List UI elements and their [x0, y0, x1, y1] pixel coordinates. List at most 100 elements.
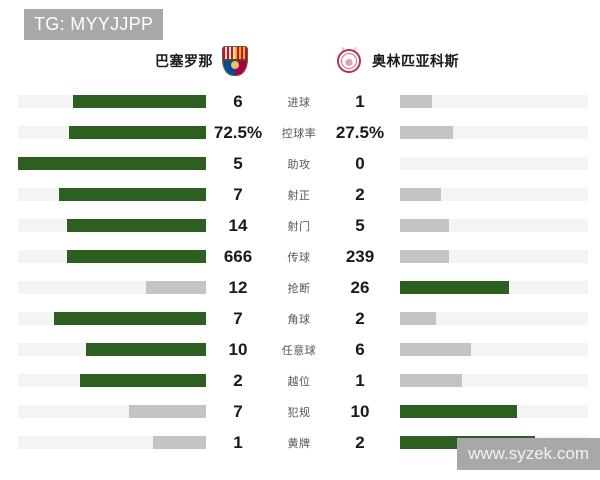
home-stat-value: 14 [228, 215, 248, 235]
home-bar-track [18, 250, 206, 263]
site-watermark: www.syzek.com [457, 438, 600, 470]
away-stat-value: 2 [355, 432, 365, 452]
away-bar-track [400, 95, 588, 108]
home-stat-value: 6 [233, 91, 243, 111]
stats-comparison-list: 6 进球 1 72.5% 控球率 27.5% 5 助攻 0 7 射正 2 14 射门 5 666 传球 239 12… [0, 86, 600, 458]
stat-label: 黄牌 [287, 437, 311, 450]
home-bar-track [18, 436, 206, 449]
home-bar-fill [153, 436, 206, 449]
away-bar-track [400, 250, 588, 263]
away-stat-value: 1 [355, 91, 365, 111]
home-bar-track [18, 312, 206, 325]
away-stat-value: 2 [355, 184, 365, 204]
stat-label: 传球 [287, 251, 311, 264]
match-header: 巴塞罗那 奥林匹亚科斯 [0, 44, 600, 82]
home-bar-fill [66, 250, 206, 263]
home-stat-value: 5 [233, 153, 243, 173]
away-bar-fill [400, 188, 442, 201]
home-bar-fill [68, 126, 206, 139]
home-stat-value: 666 [223, 246, 253, 266]
away-bar-track [400, 374, 588, 387]
home-bar-track [18, 95, 206, 108]
away-stat-value: 27.5% [335, 122, 385, 142]
stat-row: 72.5% 控球率 27.5% [0, 117, 600, 148]
home-bar-fill [59, 188, 206, 201]
away-bar-fill [400, 126, 453, 139]
away-bar-fill [400, 250, 449, 263]
home-bar-fill [85, 343, 206, 356]
home-bar-fill [18, 157, 206, 170]
home-stat-value: 2 [233, 370, 243, 390]
olympiacos-crest-icon [335, 46, 363, 75]
stat-label: 助攻 [287, 158, 311, 171]
home-bar-track [18, 405, 206, 418]
tg-overlay-tag: TG: MYYJJPP [24, 9, 164, 40]
away-bar-fill [400, 219, 449, 232]
away-team-header: 奥林匹亚科斯 [335, 44, 459, 78]
stat-label: 犯规 [287, 406, 311, 419]
home-stat-value: 1 [233, 432, 243, 452]
stat-label: 射门 [287, 220, 311, 233]
stat-row: 5 助攻 0 [0, 148, 600, 179]
away-bar-fill [400, 374, 463, 387]
home-bar-fill [145, 281, 206, 294]
away-bar-fill [400, 312, 436, 325]
home-stat-value: 72.5% [213, 122, 263, 142]
away-stat-value: 1 [355, 370, 365, 390]
stat-row: 6 进球 1 [0, 86, 600, 117]
home-stat-value: 7 [233, 308, 243, 328]
home-team-name: 巴塞罗那 [155, 53, 213, 69]
away-bar-track [400, 281, 588, 294]
stat-row: 7 犯规 10 [0, 396, 600, 427]
stat-label: 任意球 [281, 344, 317, 357]
away-stat-value: 6 [355, 339, 365, 359]
home-bar-fill [80, 374, 206, 387]
away-bar-track [400, 312, 588, 325]
home-stat-value: 12 [228, 277, 248, 297]
away-stat-value: 5 [355, 215, 365, 235]
home-stat-value: 10 [228, 339, 248, 359]
stat-label: 进球 [287, 96, 311, 109]
away-stat-value: 239 [345, 246, 375, 266]
stat-row: 2 越位 1 [0, 365, 600, 396]
stat-label: 控球率 [281, 127, 317, 140]
stat-row: 666 传球 239 [0, 241, 600, 272]
home-stat-value: 7 [233, 184, 243, 204]
home-bar-track [18, 374, 206, 387]
home-stat-value: 7 [233, 401, 243, 421]
away-bar-track [400, 343, 588, 356]
stat-row: 12 抢断 26 [0, 272, 600, 303]
away-bar-track [400, 405, 588, 418]
stat-row: 7 射正 2 [0, 179, 600, 210]
away-bar-fill [400, 405, 517, 418]
away-team-name: 奥林匹亚科斯 [372, 53, 459, 69]
away-stat-value: 0 [355, 153, 365, 173]
away-stat-value: 26 [350, 277, 370, 297]
home-bar-track [18, 157, 206, 170]
away-bar-track [400, 219, 588, 232]
away-bar-track [400, 188, 588, 201]
away-stat-value: 2 [355, 308, 365, 328]
home-bar-track [18, 219, 206, 232]
home-bar-track [18, 126, 206, 139]
stat-row: 10 任意球 6 [0, 334, 600, 365]
stat-label: 角球 [287, 313, 311, 326]
stat-row: 7 角球 2 [0, 303, 600, 334]
home-bar-fill [72, 95, 206, 108]
stat-row: 14 射门 5 [0, 210, 600, 241]
barcelona-crest-icon [222, 46, 248, 76]
stat-label: 射正 [287, 189, 311, 202]
away-bar-fill [400, 281, 510, 294]
away-stat-value: 10 [350, 401, 370, 421]
away-bar-track [400, 126, 588, 139]
home-bar-fill [128, 405, 206, 418]
home-bar-track [18, 281, 206, 294]
home-bar-track [18, 343, 206, 356]
home-bar-track [18, 188, 206, 201]
stat-label: 越位 [287, 375, 311, 388]
home-bar-fill [53, 312, 206, 325]
home-bar-fill [66, 219, 206, 232]
away-bar-fill [400, 343, 472, 356]
away-bar-track [400, 157, 588, 170]
stat-label: 抢断 [287, 282, 311, 295]
